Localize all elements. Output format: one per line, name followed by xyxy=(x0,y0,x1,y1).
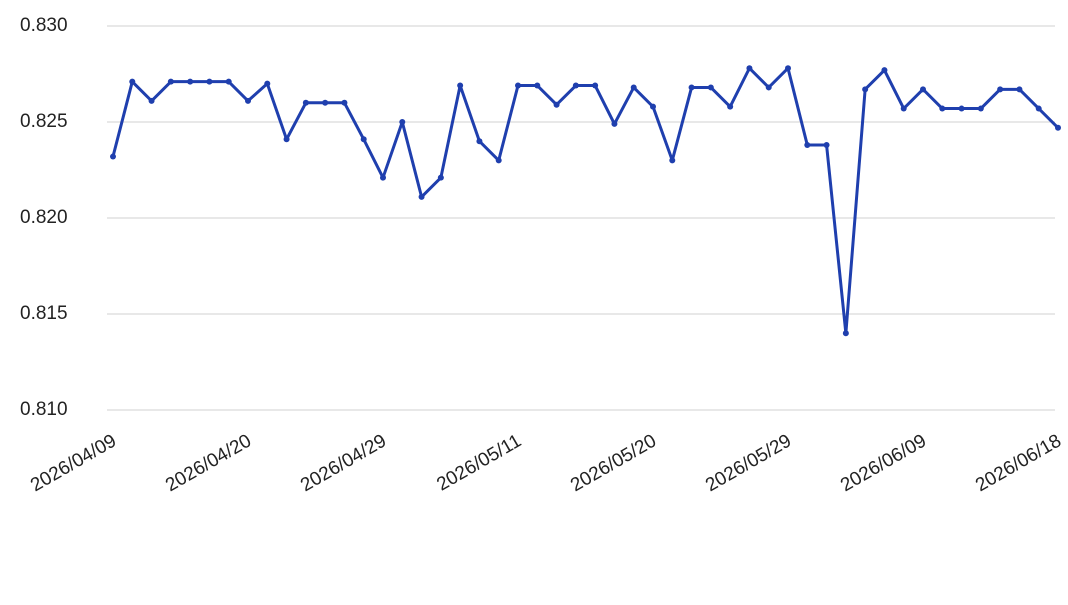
point xyxy=(958,105,965,112)
point xyxy=(650,103,656,110)
point xyxy=(1016,86,1023,93)
point xyxy=(881,67,888,74)
point xyxy=(669,157,676,164)
point xyxy=(611,120,618,127)
point xyxy=(707,84,714,91)
point xyxy=(264,80,271,87)
point xyxy=(804,142,811,149)
point xyxy=(630,84,637,91)
point xyxy=(187,78,194,85)
point xyxy=(977,105,984,112)
x-tick-label: 2026/04/09 xyxy=(27,430,120,496)
point xyxy=(476,138,483,145)
point xyxy=(920,86,926,93)
point xyxy=(322,99,329,106)
point xyxy=(900,105,907,112)
point xyxy=(341,99,348,106)
point xyxy=(495,157,502,164)
point xyxy=(553,101,560,108)
x-tick-label: 2026/05/20 xyxy=(567,430,660,496)
point xyxy=(399,119,406,125)
point xyxy=(360,136,367,143)
point xyxy=(302,99,309,106)
y-tick-label: 0.825 xyxy=(20,111,68,132)
point xyxy=(1055,124,1061,131)
point xyxy=(418,193,425,200)
point xyxy=(746,65,753,72)
y-tick-label: 0.830 xyxy=(20,15,68,36)
point xyxy=(688,84,695,91)
point xyxy=(534,82,541,89)
y-tick-label: 0.820 xyxy=(20,207,68,228)
x-tick-label: 2026/05/29 xyxy=(702,430,795,496)
x-tick-label: 2026/06/18 xyxy=(972,430,1065,496)
y-tick-label: 0.815 xyxy=(20,303,68,324)
point xyxy=(1035,105,1042,112)
point xyxy=(110,153,116,160)
x-tick-label: 2026/05/11 xyxy=(433,430,525,495)
point xyxy=(225,78,232,85)
point xyxy=(457,82,464,89)
x-tick-label: 2026/04/29 xyxy=(297,430,390,496)
point xyxy=(572,82,579,89)
point xyxy=(206,78,213,85)
point xyxy=(997,86,1004,93)
point xyxy=(727,103,734,110)
point xyxy=(148,97,155,104)
point xyxy=(167,78,174,85)
x-tick-label: 2026/04/20 xyxy=(162,430,255,496)
point xyxy=(862,86,869,93)
y-tick-label: 0.810 xyxy=(20,399,68,420)
point xyxy=(842,330,849,337)
line xyxy=(111,66,1060,335)
point xyxy=(245,97,251,104)
point xyxy=(785,65,791,72)
point xyxy=(129,78,136,85)
point xyxy=(765,84,772,91)
point xyxy=(437,174,444,181)
point xyxy=(823,142,830,149)
point xyxy=(515,82,521,89)
point xyxy=(380,174,386,181)
point xyxy=(939,105,946,112)
point xyxy=(283,136,290,143)
point xyxy=(592,82,599,89)
x-tick-label: 2026/06/09 xyxy=(837,430,930,496)
